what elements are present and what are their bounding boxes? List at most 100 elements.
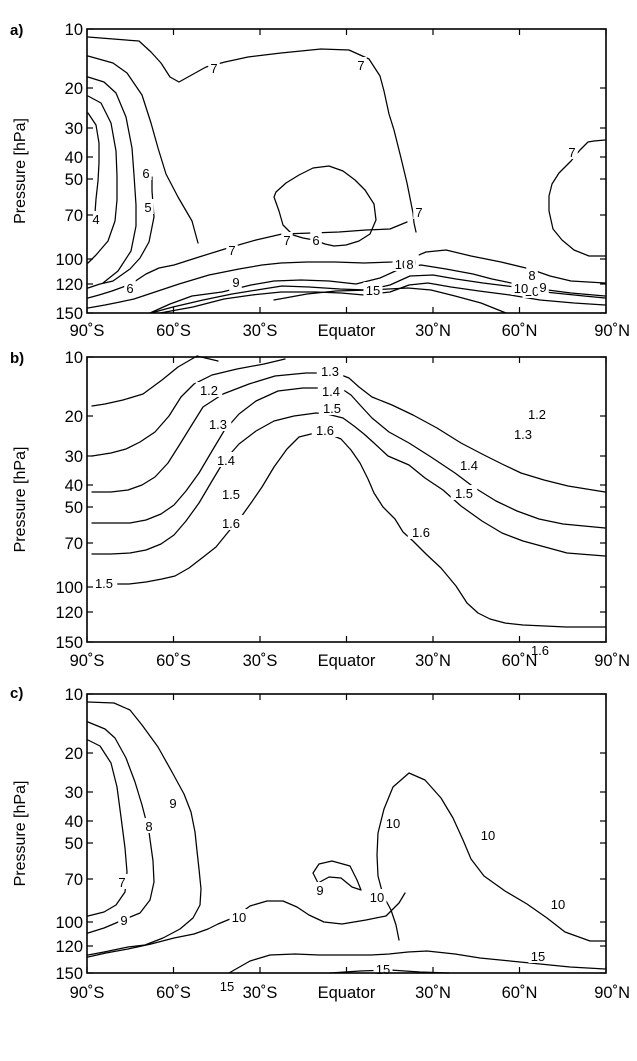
x-tick-label: 90˚S <box>70 652 105 670</box>
y-axis-title: Pressure [hPa] <box>12 781 29 887</box>
y-tick-label: 30 <box>65 448 83 466</box>
y-tick-label: 40 <box>65 149 83 167</box>
panel-label: c) <box>10 685 23 702</box>
contour-line <box>87 892 406 958</box>
contour-label-bg <box>566 144 578 159</box>
contour-label: 8 <box>406 257 413 272</box>
contour-label: 9 <box>169 796 176 811</box>
contour-line <box>273 165 377 247</box>
y-tick-label: 10 <box>65 686 83 704</box>
contour-label-bg <box>404 256 416 271</box>
contour-panel-1: 7765467767891081098109157102030405070100… <box>10 21 630 340</box>
contour-line <box>548 139 606 257</box>
contour-label-bg <box>355 57 367 72</box>
contour-label-bg <box>526 267 538 282</box>
y-tick-label: 70 <box>65 871 83 889</box>
y-tick-label: 100 <box>55 914 83 932</box>
contour-label-bg <box>167 795 179 810</box>
contour-label: 7 <box>357 58 364 73</box>
contour-label-bg <box>229 909 249 924</box>
contour-label: 1.3 <box>321 364 339 379</box>
y-tick-label: 30 <box>65 120 83 138</box>
contour-line <box>91 355 219 407</box>
contour-line <box>87 221 408 299</box>
contour-label: 15 <box>220 979 234 994</box>
contour-line <box>87 176 155 289</box>
contour-label-bg <box>142 199 154 214</box>
x-tick-label: 90˚S <box>70 984 105 1002</box>
contour-panel-2: 1.2 1.3 1.4 1.5 1.6 1.5 1.3 1.4 1.5 1.6 1.2 1.3 1.4 1… <box>10 349 630 670</box>
contour-line <box>87 701 202 956</box>
y-tick-label: 50 <box>65 499 83 517</box>
contour-label: 8 <box>528 268 535 283</box>
x-tick-label: Equator <box>318 984 376 1002</box>
contour-label-bg <box>548 896 568 911</box>
contour-label-bg <box>226 242 238 257</box>
contour-label: 15 <box>366 283 380 298</box>
contour-label-bg <box>528 948 548 963</box>
contour-line <box>87 112 100 224</box>
contour-label-bg <box>116 874 128 889</box>
contour-label: 10 <box>481 828 495 843</box>
y-tick-label: 20 <box>65 80 83 98</box>
contour-line <box>87 249 606 309</box>
x-tick-label: 60˚N <box>502 652 538 670</box>
panel-label: b) <box>10 350 24 367</box>
plot-frame <box>86 693 607 974</box>
y-tick-label: 100 <box>55 251 83 269</box>
contour-label: 1.4 <box>460 458 478 473</box>
y-tick-label: 20 <box>65 745 83 763</box>
contour-label: 10 <box>386 816 400 831</box>
contour-label: 10 <box>514 281 528 296</box>
contour-label: 7 <box>283 233 290 248</box>
contour-label-bg <box>208 60 220 75</box>
contour-line <box>87 76 137 284</box>
contour-label: 1.4 <box>217 453 235 468</box>
contour-label: 4 <box>92 212 99 227</box>
x-tick-label: 90˚N <box>594 984 630 1002</box>
contour-label: 7 <box>118 875 125 890</box>
contour-label-bg <box>316 363 344 378</box>
contour-label-bg <box>511 280 531 295</box>
contour-label-bg <box>118 912 130 927</box>
contour-label-bg <box>204 416 232 431</box>
contour-label-bg <box>318 400 346 415</box>
contour-label: 1.6 <box>222 516 240 531</box>
contour-label-bg <box>311 422 339 437</box>
contour-line <box>159 282 606 314</box>
contour-label-bg <box>310 232 322 247</box>
x-tick-label: 60˚S <box>156 322 191 340</box>
contour-label-bg <box>317 383 345 398</box>
contour-line <box>312 860 362 891</box>
x-tick-label: 90˚N <box>594 652 630 670</box>
contour-label-bg <box>526 642 554 657</box>
contour-label-bg <box>413 204 425 219</box>
contour-label: 9 <box>232 275 239 290</box>
contour-label: 1.6 <box>531 643 549 658</box>
x-tick-label: 90˚S <box>70 322 105 340</box>
y-tick-label: 10 <box>65 349 83 367</box>
contour-label-bg <box>143 818 155 833</box>
contour-line <box>273 287 507 314</box>
y-tick-label: 150 <box>55 965 83 983</box>
contour-panel-3: 9 8 7 9 10 9 10 10 10 10 15 15 15 10 20 30 40 50 70 100 120 1… <box>10 685 630 1002</box>
contour-label: 1.5 <box>323 401 341 416</box>
contour-label-bg <box>509 426 537 441</box>
contour-label: 5 <box>144 200 151 215</box>
contour-label: 7 <box>415 205 422 220</box>
contour-label: 1.3 <box>209 417 227 432</box>
x-tick-label: 30˚S <box>243 322 278 340</box>
contour-line <box>87 95 118 264</box>
contour-label: 1.5 <box>222 487 240 502</box>
contour-label: 1.5 <box>95 576 113 591</box>
contour-label-bg <box>363 282 383 297</box>
contour-label: 7 <box>210 61 217 76</box>
contour-label: 1.2 <box>200 383 218 398</box>
contour-label-bg <box>455 457 483 472</box>
contour-label: 7 <box>568 145 575 160</box>
contour-label: 9 <box>539 280 546 295</box>
contour-label-bg <box>124 280 136 295</box>
contour-label: 9 <box>120 913 127 928</box>
contour-label: 6 <box>126 281 133 296</box>
